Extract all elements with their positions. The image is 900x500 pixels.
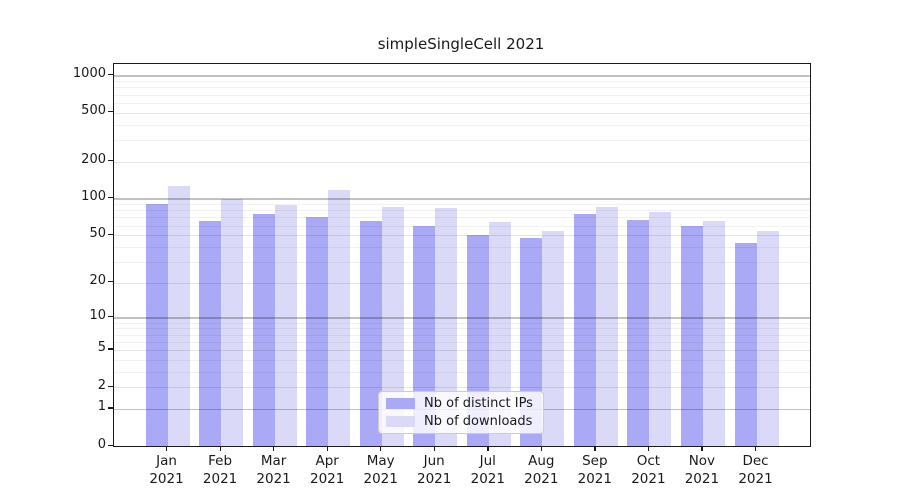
bar-nb-of-downloads-may (381, 206, 404, 446)
bar-nb-of-distinct-ips-oct (627, 219, 650, 446)
x-tick-sep (594, 446, 596, 451)
y-tick-label-0: 0 (97, 436, 106, 452)
legend-item-downloads: Nb of downloads (386, 414, 536, 429)
legend: Nb of distinct IPs Nb of downloads (378, 391, 544, 434)
y-tick-label-2: 2 (97, 377, 106, 393)
bar-nb-of-downloads-feb (221, 199, 244, 446)
x-tick-label-jul: Jul 2021 (470, 453, 505, 487)
bar-nb-of-distinct-ips-may (359, 220, 382, 446)
bars-layer (114, 64, 810, 446)
plot-area: Nb of distinct IPs Nb of downloads (113, 63, 811, 447)
x-tick-mar (273, 446, 275, 451)
bar-nb-of-distinct-ips-dec (734, 243, 757, 446)
chart-title: simpleSingleCell 2021 (377, 35, 545, 53)
y-tick-label-200: 200 (81, 152, 106, 168)
bar-nb-of-downloads-nov (702, 220, 725, 446)
x-tick-label-sep: Sep 2021 (577, 453, 612, 487)
bar-nb-of-downloads-dec (756, 231, 779, 446)
x-tick-label-nov: Nov 2021 (684, 453, 720, 487)
bar-nb-of-distinct-ips-sep (573, 213, 596, 446)
y-tick-label-10: 10 (89, 307, 106, 323)
y-tick-10 (108, 315, 113, 318)
x-tick-oct (647, 446, 650, 451)
x-tick-jun (433, 446, 435, 451)
bar-nb-of-downloads-jun (435, 208, 458, 446)
y-tick-1000 (108, 73, 113, 76)
x-tick-label-jan: Jan 2021 (149, 453, 184, 487)
legend-swatch-distinct-ips (386, 398, 415, 410)
y-tick-label-50: 50 (89, 225, 106, 241)
bar-nb-of-distinct-ips-jan (145, 204, 168, 446)
x-tick-label-mar: Mar 2021 (256, 453, 291, 487)
x-tick-label-feb: Feb 2021 (202, 453, 238, 487)
x-tick-apr (326, 446, 328, 451)
x-tick-aug (540, 446, 543, 451)
x-tick-label-jun: Jun 2021 (417, 453, 452, 487)
bar-nb-of-downloads-jul (488, 222, 511, 446)
legend-swatch-downloads (386, 415, 415, 427)
bar-nb-of-distinct-ips-apr (306, 217, 329, 446)
x-tick-nov (701, 446, 703, 451)
legend-label-downloads: Nb of downloads (424, 413, 533, 429)
bar-nb-of-downloads-mar (274, 204, 297, 446)
bar-nb-of-distinct-ips-mar (252, 214, 275, 446)
x-tick-label-may: May 2021 (363, 453, 398, 487)
bar-nb-of-distinct-ips-nov (680, 226, 703, 446)
bar-nb-of-downloads-apr (328, 189, 351, 446)
bar-nb-of-downloads-aug (542, 231, 565, 446)
y-tick-5 (108, 348, 113, 350)
bar-nb-of-distinct-ips-jun (413, 225, 436, 446)
x-tick-jul (487, 446, 489, 451)
bar-nb-of-downloads-jan (167, 186, 190, 446)
x-tick-label-apr: Apr 2021 (310, 453, 345, 487)
y-tick-1 (108, 407, 113, 409)
y-tick-50 (108, 233, 113, 235)
y-tick-500 (108, 111, 113, 113)
y-tick-label-1: 1 (97, 399, 106, 415)
y-tick-200 (108, 160, 113, 162)
y-tick-2 (108, 385, 113, 387)
y-tick-100 (108, 197, 113, 199)
y-tick-0 (108, 444, 113, 446)
y-tick-label-1000: 1000 (72, 65, 106, 81)
y-tick-label-5: 5 (97, 340, 106, 356)
bar-nb-of-distinct-ips-feb (199, 221, 222, 446)
x-tick-dec (755, 446, 757, 451)
y-tick-label-20: 20 (89, 273, 106, 289)
x-tick-feb (219, 446, 221, 451)
x-tick-jan (166, 446, 168, 451)
x-tick-label-dec: Dec 2021 (738, 453, 773, 487)
y-tick-label-100: 100 (81, 189, 106, 204)
y-tick-20 (108, 281, 113, 283)
y-tick-label-500: 500 (81, 103, 106, 119)
bar-nb-of-downloads-sep (595, 206, 618, 446)
x-tick-may (380, 446, 382, 451)
legend-label-distinct-ips: Nb of distinct IPs (424, 396, 533, 412)
bar-nb-of-downloads-oct (649, 211, 672, 446)
legend-item-distinct-ips: Nb of distinct IPs (386, 396, 536, 411)
x-tick-label-oct: Oct 2021 (631, 453, 666, 487)
x-tick-label-aug: Aug 2021 (524, 453, 559, 487)
